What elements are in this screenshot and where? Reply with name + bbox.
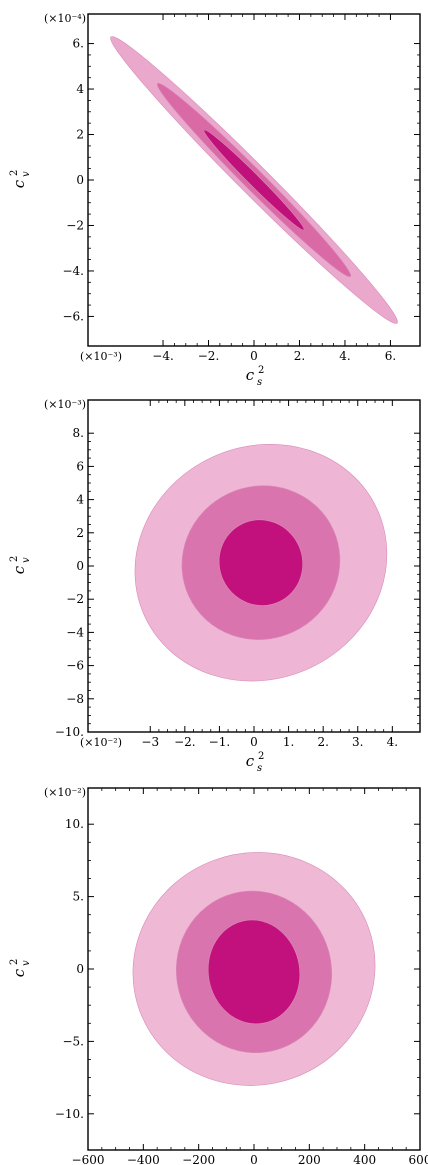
x-tick-label: −2. (198, 349, 220, 363)
x-axis-label-sub: s (257, 377, 262, 388)
y-tick-label: −10. (55, 725, 84, 739)
chart-panel-bottom: −600 −400 −200 0 200 400 600 −10. −5. 0 5. 10. (×10⁻… (9, 786, 428, 1165)
y-tick-label: −6 (66, 659, 84, 673)
y-tick-label: −4 (66, 625, 84, 639)
x-tick-label: −2. (174, 735, 196, 749)
x-tick-label: 400 (353, 1153, 376, 1165)
x-tick-label: 4. (339, 349, 350, 363)
y-tick-label: 0 (76, 559, 84, 573)
x-axis-label: c (246, 752, 255, 770)
y-multiplier-label: (×10⁻³) (44, 398, 86, 411)
x-axis-label: c (246, 366, 255, 384)
x-tick-label: −200 (182, 1153, 215, 1165)
y-tick-label: 6. (73, 37, 84, 51)
x-tick-label: 600 (409, 1153, 428, 1165)
x-tick-label: 0 (250, 349, 258, 363)
y-tick-label: −2 (66, 592, 84, 606)
x-tick-label: −400 (127, 1153, 160, 1165)
y-tick-label: 2 (76, 526, 84, 540)
x-axis-label-sub: s (257, 763, 262, 774)
y-tick-label: 10. (65, 817, 84, 831)
y-tick-label: 4 (76, 493, 84, 507)
y-tick-label: 2 (76, 128, 84, 142)
y-axis-label-sub: v (21, 960, 32, 966)
y-axis-label: c (10, 565, 28, 574)
plot-area (134, 443, 388, 682)
x-axis-label-sup: 2 (258, 751, 264, 762)
x-multiplier-label: (×10⁻³) (80, 350, 122, 363)
y-axis-label-group: c 2 v (9, 556, 32, 575)
chart-panel-top: −4. −2. 0 2. 4. 6.−6.−4.−20246.(×10⁻⁴)(×10⁻³)… (9, 12, 421, 388)
y-axis-label-sup: 2 (9, 170, 20, 176)
x-tick-label: 2. (294, 349, 305, 363)
y-multiplier-label: (×10⁻⁴) (44, 12, 86, 25)
y-tick-label: 6 (76, 459, 84, 473)
y-axis-label-group: c 2 v (9, 959, 32, 978)
x-tick-label: −4. (152, 349, 174, 363)
x-multiplier-label: (×10⁻²) (80, 736, 122, 749)
y-tick-label: −6. (62, 309, 84, 323)
y-axis-label-sup: 2 (9, 959, 20, 965)
x-tick-label: 200 (298, 1153, 321, 1165)
chart-panel-middle: −3 −2. −1. 0 1. 2. 3. 4.−10.−8−6−4−202468.(×10⁻… (9, 398, 421, 774)
plot-area (110, 36, 398, 324)
contour-inner (207, 919, 301, 1025)
y-tick-label: 4 (76, 82, 84, 96)
y-tick-label: −5. (62, 1034, 84, 1048)
y-tick-label: 0 (76, 962, 84, 976)
x-tick-label: 0 (250, 735, 258, 749)
y-axis-label-group: c 2 v (9, 170, 32, 189)
y-tick-label: 8. (73, 426, 84, 440)
x-tick-label: 2. (317, 735, 328, 749)
x-tick-label: −3 (141, 735, 159, 749)
y-tick-label: −10. (55, 1107, 84, 1121)
y-tick-label: −2 (66, 218, 84, 232)
x-tick-label: 4. (387, 735, 398, 749)
y-tick-label: −8 (66, 692, 84, 706)
y-multiplier-label: (×10⁻²) (44, 786, 86, 799)
y-tick-label: 0 (76, 173, 84, 187)
y-axis-label: c (10, 968, 28, 977)
contour-inner (218, 519, 304, 606)
x-tick-label: −1. (209, 735, 231, 749)
contour-inner (203, 129, 305, 231)
x-axis-label-sup: 2 (258, 365, 264, 376)
x-tick-label: 0 (250, 1153, 258, 1165)
y-tick-label: 5. (73, 890, 84, 904)
x-tick-label: −600 (72, 1153, 105, 1165)
x-tick-label: 1. (283, 735, 294, 749)
y-axis-label: c (10, 179, 28, 188)
y-tick-label: −4. (62, 264, 84, 278)
y-axis-label-sup: 2 (9, 556, 20, 562)
y-axis-label-sub: v (21, 171, 32, 177)
x-tick-label: 3. (352, 735, 363, 749)
x-tick-label: 6. (385, 349, 396, 363)
y-axis-label-sub: v (21, 557, 32, 563)
plot-area (132, 852, 376, 1086)
